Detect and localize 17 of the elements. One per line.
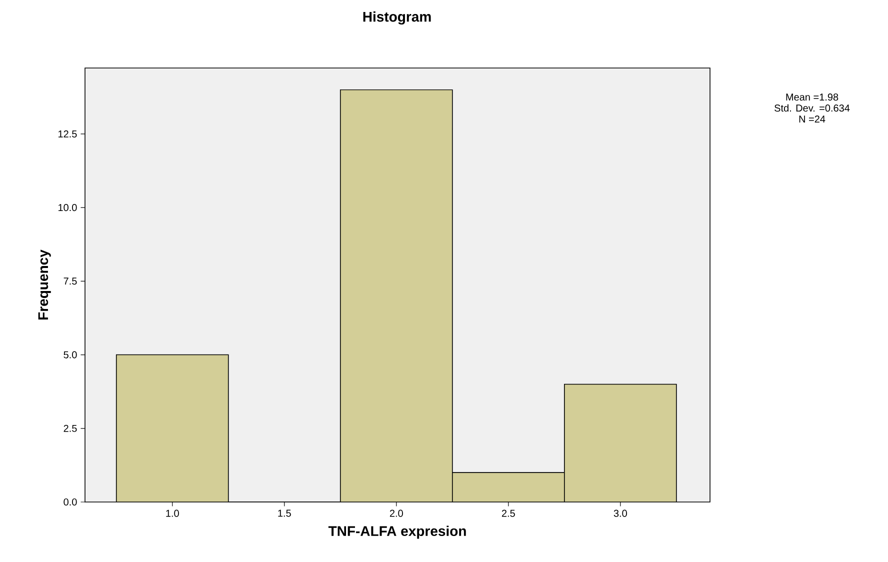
y-tick-label: 7.5 [64, 278, 77, 285]
text: Std. Dev. =0.634 [774, 104, 850, 112]
x-tick-label: 1.5 [278, 510, 291, 517]
chart-title: Histogram [363, 11, 431, 25]
text: N =24 [799, 116, 826, 123]
y-tick-label: 0.0 [64, 498, 77, 506]
y-tick-label: 10.0 [58, 204, 77, 212]
y-tick-label: 2.5 [64, 424, 77, 432]
x-tick-label: 2.0 [390, 510, 403, 517]
y-axis-title: Frequency [38, 250, 51, 320]
y-tick-label: 12.5 [58, 130, 77, 138]
x-tick-label: 2.5 [502, 510, 515, 517]
x-tick-label: 3.0 [614, 510, 627, 517]
text: Mean =1.98 [786, 94, 838, 101]
x-tick-label: 1.0 [166, 510, 179, 517]
x-axis-title: TNF-ALFA expresion [328, 526, 466, 539]
y-tick-label: 5.0 [64, 351, 77, 358]
